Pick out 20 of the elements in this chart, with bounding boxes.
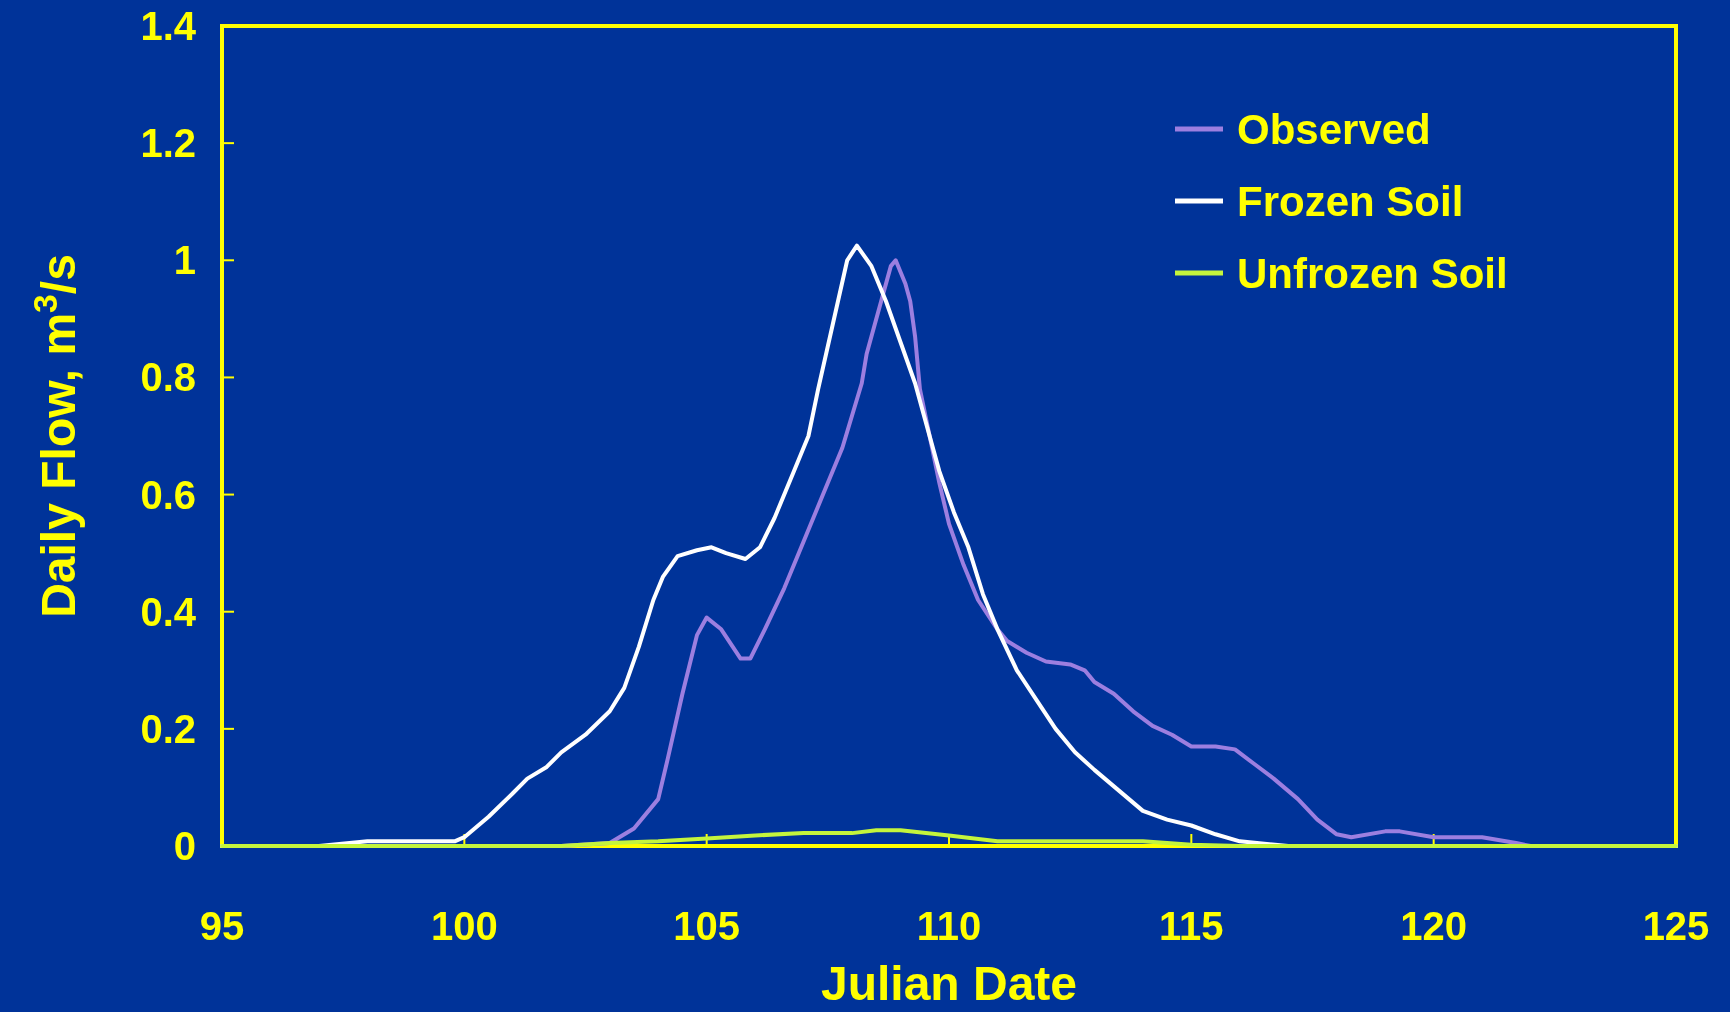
x-tick-label: 95 bbox=[199, 904, 245, 948]
y-tick-label: 0.8 bbox=[140, 355, 196, 400]
x-tick-label: 120 bbox=[1400, 904, 1468, 948]
y-tick-label: 1.2 bbox=[140, 121, 196, 166]
x-tick-label: 105 bbox=[673, 904, 741, 948]
y-tick-label: 0 bbox=[173, 824, 196, 868]
x-tick-label: 125 bbox=[1642, 904, 1710, 948]
x-axis-title: Julian Date bbox=[820, 957, 1078, 1010]
legend-label: Observed bbox=[1237, 106, 1431, 153]
legend-label: Unfrozen Soil bbox=[1237, 250, 1508, 297]
y-tick-label: 1.4 bbox=[140, 4, 197, 48]
y-tick-label: 0.2 bbox=[140, 706, 196, 751]
x-tick-label: 100 bbox=[430, 904, 498, 948]
line-series bbox=[220, 828, 1678, 848]
y-tick-label: 0.6 bbox=[140, 472, 196, 517]
y-tick-label: 0.4 bbox=[140, 589, 197, 634]
x-tick-label: 115 bbox=[1159, 904, 1224, 948]
legend-label: Frozen Soil bbox=[1237, 178, 1464, 225]
y-tick-label: 1 bbox=[173, 238, 196, 283]
x-tick-label: 110 bbox=[916, 904, 982, 948]
